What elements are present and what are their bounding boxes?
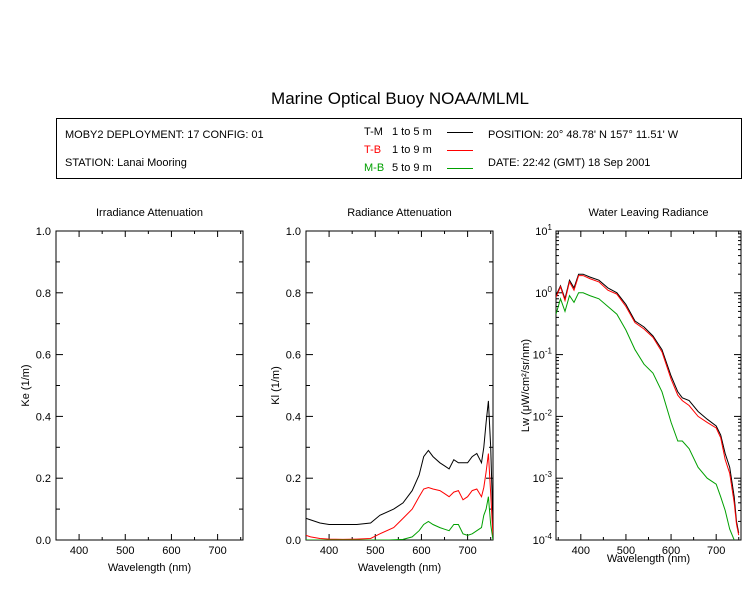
chart-title: Water Leaving Radiance	[588, 207, 708, 219]
y-tick-label: 0.8	[36, 288, 51, 300]
y-tick-label: 0.6	[36, 350, 51, 362]
x-axis-label: Wavelength (nm)	[358, 562, 441, 574]
y-tick-label: 0.2	[286, 473, 301, 485]
legend-range-tm: 1 to 5 m	[392, 126, 432, 138]
y-tick-label: 10-1	[533, 347, 553, 362]
y-tick-label: 10-2	[533, 408, 553, 423]
plot-frame	[555, 230, 742, 541]
x-tick-label: 700	[208, 545, 226, 557]
series-line-t-b	[556, 275, 740, 536]
y-tick-label: 100	[535, 285, 552, 300]
x-tick-label: 700	[458, 545, 476, 557]
y-tick-label: 0.6	[286, 350, 301, 362]
y-tick-label: 10-4	[533, 532, 553, 547]
x-tick-label: 600	[162, 545, 180, 557]
legend-line-tb	[447, 150, 473, 151]
y-tick-label: 10-3	[533, 470, 553, 485]
y-tick-label: 0.4	[36, 411, 51, 423]
series-line-t-m	[556, 273, 740, 534]
y-tick-label: 0.0	[36, 535, 51, 547]
x-axis-label: Wavelength (nm)	[108, 562, 191, 574]
x-axis-label: Wavelength (nm)	[607, 553, 690, 565]
legend-range-tb: 1 to 9 m	[392, 144, 432, 156]
x-tick-label: 600	[412, 545, 430, 557]
x-tick-label: 500	[116, 545, 134, 557]
y-axis-label: Lw (μW/cm²/sr/nm)	[520, 339, 532, 432]
station-text: STATION: Lanai Mooring	[65, 157, 187, 169]
legend-range-mb: 5 to 9 m	[392, 162, 432, 174]
series-line-t-b	[306, 453, 493, 540]
series-line-t-m	[306, 400, 493, 525]
y-tick-label: 0.4	[286, 411, 301, 423]
page-title: Marine Optical Buoy NOAA/MLML	[271, 89, 529, 108]
y-tick-label: 0.2	[36, 473, 51, 485]
plot-frame	[55, 230, 244, 541]
y-tick-label: 0.8	[286, 288, 301, 300]
series-line-m-b	[306, 496, 493, 540]
legend-code-tm: T-M	[364, 126, 383, 138]
date-text: DATE: 22:42 (GMT) 18 Sep 2001	[488, 157, 651, 169]
chart-panel-2: Water Leaving Radiance 400 500 600 700 101 100…	[520, 207, 742, 565]
position-text: POSITION: 20° 48.78' N 157° 11.51' W	[488, 129, 679, 141]
y-tick-label: 1.0	[286, 226, 301, 238]
series-line-m-b	[556, 292, 735, 540]
legend-code-mb: M-B	[364, 162, 385, 174]
chart-panel-1: Radiance Attenuation 400 500 600 700 0.0 0.2 0.…	[270, 207, 494, 574]
plot-frame	[305, 230, 494, 541]
x-tick-label: 500	[366, 545, 384, 557]
legend-line-mb	[447, 168, 473, 169]
x-tick-label: 400	[572, 545, 590, 557]
x-tick-label: 400	[70, 545, 88, 557]
legend-line-tm	[447, 132, 473, 133]
x-tick-label: 600	[662, 545, 680, 557]
deployment-text: MOBY2 DEPLOYMENT: 17 CONFIG: 01	[65, 129, 264, 141]
x-tick-label: 400	[320, 545, 338, 557]
y-axis-label: Kl (1/m)	[270, 366, 282, 405]
x-tick-label: 700	[707, 545, 725, 557]
info-box: MOBY2 DEPLOYMENT: 17 CONFIG: 01 STATION:…	[56, 118, 742, 179]
y-tick-label: 101	[535, 223, 552, 238]
legend-code-tb: T-B	[364, 144, 382, 156]
y-tick-label: 1.0	[36, 226, 51, 238]
chart-panel-0: Irradiance Attenuation 400 500 600 700 0.0 0.2…	[20, 207, 244, 574]
chart-title: Radiance Attenuation	[347, 207, 452, 219]
chart-title: Irradiance Attenuation	[96, 207, 203, 219]
y-axis-label: Ke (1/m)	[20, 364, 32, 406]
x-tick-label: 500	[617, 545, 635, 557]
y-tick-label: 0.0	[286, 535, 301, 547]
